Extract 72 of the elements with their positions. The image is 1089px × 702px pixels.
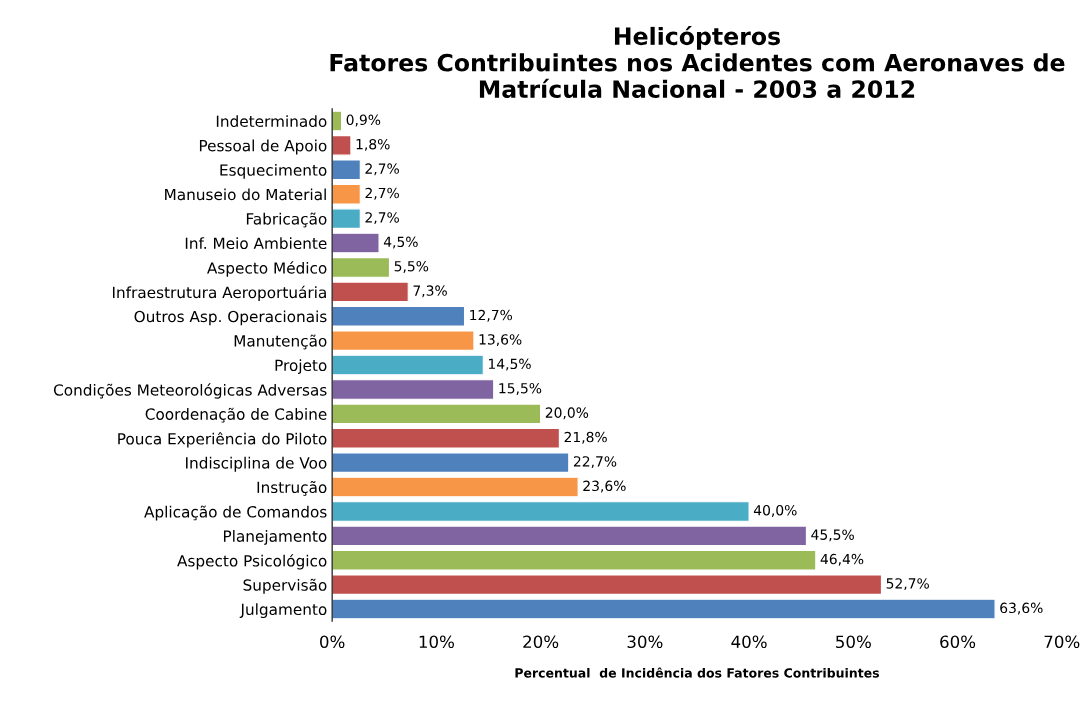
data-label: 14,5% — [488, 358, 531, 371]
y-tick-label: Inf. Meio Ambiente — [185, 237, 327, 250]
data-label: 15,5% — [499, 382, 542, 395]
bar — [332, 257, 391, 278]
bar — [332, 281, 409, 303]
data-label: 20,0% — [545, 407, 589, 420]
x-tick-label: 20% — [523, 635, 559, 649]
bar — [332, 330, 475, 351]
bar — [332, 549, 817, 571]
y-tick-label: Outros Asp. Operacionais — [134, 310, 327, 326]
y-tick-label: Planejamento — [223, 530, 327, 545]
data-label: 0,9% — [346, 114, 381, 127]
y-tick-label: Esquecimento — [220, 164, 327, 179]
y-tick-label: Manutenção — [234, 334, 327, 350]
y-tick-label: Instrução — [257, 481, 327, 496]
data-label: 2,7% — [365, 187, 399, 200]
x-tick-label: 30% — [627, 635, 663, 649]
y-tick-label: Manuseio do Material — [165, 188, 326, 201]
data-label: 13,6% — [479, 334, 522, 347]
y-tick-label: Aplicação de Comandos — [144, 505, 327, 521]
bar — [332, 403, 542, 425]
data-label: 5,5% — [394, 260, 429, 273]
chart-title: Helicópteros Fatores Contribuintes nos Acidentes com Aeronaves de Matrícula Nacional - 2003 a 2012 — [330, 25, 1065, 99]
bar — [332, 305, 466, 327]
data-label: 2,7% — [365, 163, 399, 176]
data-label: 40,0% — [753, 504, 797, 517]
data-label: 46,4% — [820, 553, 864, 566]
x-tick-label: 70% — [1044, 635, 1080, 649]
bar — [332, 208, 361, 229]
y-tick-label: Coordenação de Cabine — [145, 407, 327, 423]
bar — [332, 379, 495, 400]
y-tick-label: Supervisão — [243, 578, 327, 594]
data-label: 4,5% — [383, 236, 418, 249]
bar — [332, 574, 883, 595]
bar — [332, 232, 380, 254]
x-axis-title: Percentual de Incidência dos Fatores Contribuintes — [515, 667, 880, 678]
x-tick-label: 0% — [320, 635, 345, 649]
y-tick-label: Julgamento — [239, 603, 327, 619]
y-tick-label: Aspecto Médico — [207, 261, 327, 277]
data-label: 12,7% — [470, 309, 513, 322]
bar — [332, 452, 570, 473]
bar — [332, 525, 807, 547]
x-tick-label: 40% — [731, 635, 767, 649]
bar — [332, 476, 579, 498]
data-label: 45,5% — [811, 529, 854, 542]
y-tick-label: Projeto — [275, 359, 327, 375]
y-tick-label: Indisciplina de Voo — [186, 456, 327, 472]
bar — [332, 183, 361, 205]
bar — [332, 598, 996, 620]
x-tick-label: 50% — [836, 635, 871, 649]
bar — [332, 159, 361, 181]
y-tick-label: Infraestrutura Aeroportuária — [112, 285, 326, 302]
data-label: 1,8% — [356, 138, 390, 151]
bar — [332, 354, 484, 376]
y-tick-label: Fabricação — [246, 212, 327, 228]
bar — [332, 501, 750, 522]
bar — [332, 427, 560, 449]
x-tick-label: 10% — [419, 635, 454, 649]
data-label: 63,6% — [1000, 602, 1043, 615]
y-tick-label: Condições Meteorológicas Adversas — [53, 383, 327, 399]
x-tick-label: 60% — [940, 635, 976, 649]
data-label: 7,3% — [413, 285, 447, 298]
data-label: 23,6% — [583, 480, 626, 493]
y-tick-label: Pouca Experiência do Piloto — [118, 432, 327, 448]
y-tick-label: Pessoal de Apoio — [199, 139, 327, 155]
data-label: 52,7% — [886, 578, 929, 591]
y-tick-label: Aspecto Psicológico — [177, 554, 327, 570]
bar — [332, 135, 352, 156]
data-label: 22,7% — [573, 456, 617, 469]
data-label: 2,7% — [365, 212, 399, 225]
data-label: 21,8% — [564, 431, 607, 444]
y-tick-label: Indeterminado — [216, 115, 327, 128]
